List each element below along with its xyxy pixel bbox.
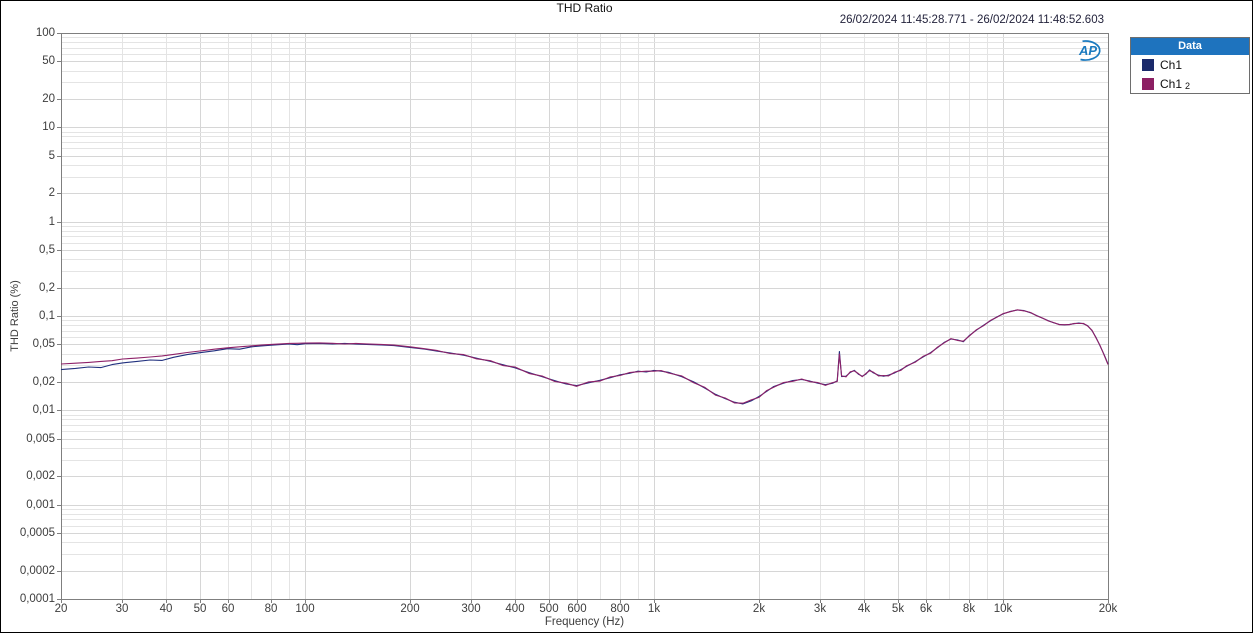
y-tick-label: 0,005 — [26, 433, 55, 445]
ch1-2-color-swatch — [1142, 78, 1154, 90]
legend-item-label: Ch1 — [1160, 58, 1183, 72]
x-tick-label: 200 — [400, 603, 420, 615]
x-tick-label: 800 — [610, 603, 630, 615]
x-tick-label: 600 — [567, 603, 587, 615]
y-tick-label: 0,2 — [39, 282, 55, 294]
y-tick-label: 0,0002 — [19, 565, 55, 577]
legend-item-label: Ch1 — [1160, 77, 1183, 91]
measurement-timestamp: 26/02/2024 11:45:28.771 - 26/02/2024 11:… — [839, 14, 1104, 26]
y-axis-title: THD Ratio (%) — [9, 280, 21, 352]
x-tick-label: 10k — [993, 603, 1013, 615]
ch1-color-swatch — [1142, 59, 1154, 71]
y-tick-label: 0,1 — [39, 310, 55, 322]
y-tick-label: 50 — [42, 55, 55, 67]
x-tick-label: 100 — [295, 603, 315, 615]
x-tick-label: 6k — [919, 603, 933, 615]
y-tick-label: 0,01 — [32, 404, 55, 416]
x-tick-label: 500 — [539, 603, 559, 615]
plot-border — [61, 33, 1109, 600]
y-tick-label: 0,02 — [32, 376, 55, 388]
x-tick-label: 1k — [647, 603, 661, 615]
x-axis-title: Frequency (Hz) — [544, 616, 625, 628]
x-tick-label: 80 — [264, 603, 278, 615]
x-tick-label: 300 — [461, 603, 481, 615]
x-tick-label: 5k — [891, 603, 905, 615]
y-tick-label: 0,05 — [32, 338, 55, 350]
y-tick-label: 0,0001 — [19, 593, 55, 605]
y-tick-label: 10 — [42, 121, 55, 133]
x-tick-label: 400 — [505, 603, 525, 615]
y-tick-label: 100 — [35, 27, 55, 39]
y-tick-label: 0,0005 — [19, 527, 55, 539]
x-tick-label: 2k — [752, 603, 766, 615]
x-tick-label: 50 — [193, 603, 207, 615]
y-tick-label: 0,5 — [39, 244, 55, 256]
x-tick-label: 20 — [54, 603, 68, 615]
y-tick-label: 0,001 — [26, 499, 55, 511]
y-tick-label: 5 — [48, 150, 55, 162]
x-tick-label: 60 — [221, 603, 235, 615]
x-tick-label: 20k — [1098, 603, 1118, 615]
audio-precision-logo-icon: AP — [1078, 40, 1101, 61]
legend-item-ch1-2[interactable]: Ch1 2 — [1131, 74, 1249, 93]
x-tick-label: 30 — [115, 603, 129, 615]
x-tick-label: 3k — [813, 603, 827, 615]
y-tick-label: 1 — [48, 216, 55, 228]
legend-panel: Data Ch1 Ch1 2 — [1130, 37, 1250, 94]
x-tick-label: 40 — [159, 603, 173, 615]
y-tick-label: 2 — [48, 187, 55, 199]
x-tick-label: 8k — [962, 603, 976, 615]
legend-header: Data — [1131, 38, 1249, 55]
svg-text:AP: AP — [1078, 43, 1097, 58]
ch1-2-curve — [60, 309, 1109, 404]
legend-item-sub: 2 — [1185, 81, 1191, 91]
y-tick-label: 0,002 — [26, 470, 55, 482]
ch1-curve — [60, 309, 1109, 405]
x-tick-label: 4k — [857, 603, 871, 615]
legend-item-ch1[interactable]: Ch1 — [1131, 55, 1249, 74]
chart-title: THD Ratio — [556, 1, 613, 15]
y-tick-label: 20 — [42, 93, 55, 105]
